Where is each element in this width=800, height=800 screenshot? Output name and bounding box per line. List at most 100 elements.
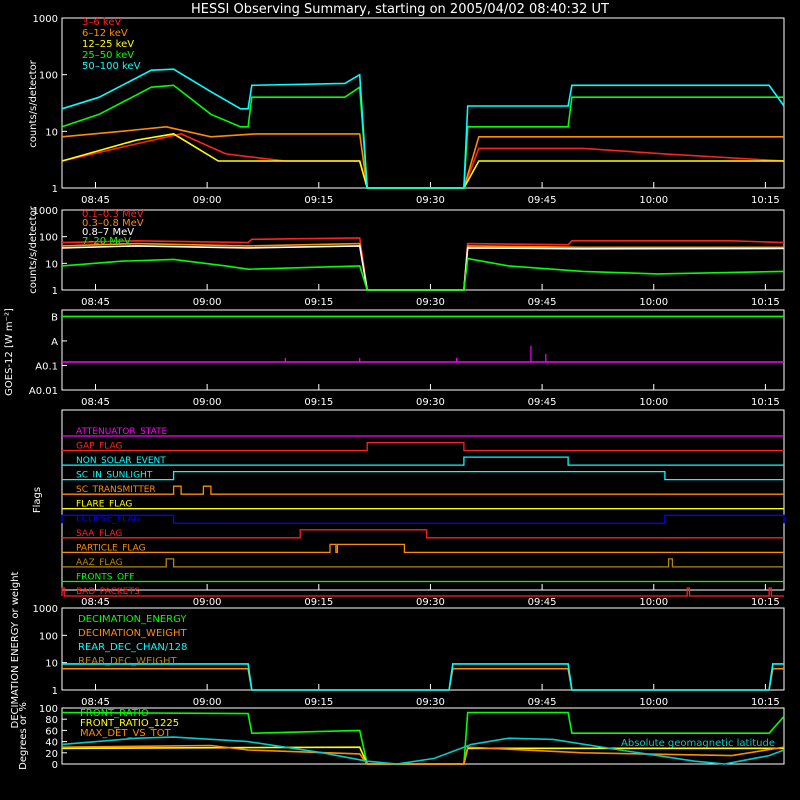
panel-2: 1 10 100 1000 08:45 09:00 09:15 09:30 09:45 10:00… [28,205,785,308]
flag-label: ECLIPSE_FLAG [76,514,140,524]
series-line [61,242,784,291]
x-tick-label: 08:45 [81,297,110,308]
x-tick-label: 08:45 [81,697,110,708]
y-tick-label: A0.01 [29,386,58,397]
flag-label: SAA_FLAG [76,529,122,539]
series-line [61,245,785,291]
series-line [62,663,784,691]
series-line [61,257,785,291]
flag-label: NON_SOLAR_EVENT [76,456,166,466]
flag-label: GAP_FLAG [76,442,122,452]
legend-entry: 7–20 MeV [82,236,131,247]
plot-frame [61,209,785,291]
x-tick-label: 09:45 [528,297,557,308]
flag-line [62,470,784,481]
y-tick-label: 60 [45,726,58,737]
x-tick-label: 09:15 [304,195,333,206]
series-line [61,744,785,765]
y-tick-label: 1 [52,184,58,195]
series-line [62,667,784,691]
panel-3: A0.01 A0.1 A B 08:45 09:00 09:15 09:30 09:45 10:0… [4,308,785,408]
series-line [61,125,784,189]
x-tick-label: 09:45 [528,597,557,608]
x-tick-label: 10:15 [751,597,780,608]
flag-line [62,456,784,466]
flag-line [62,558,784,568]
x-tick-label: 09:30 [416,697,445,708]
y-tick-label: A0.1 [35,361,58,372]
series-line [61,68,785,189]
y-axis-label: GOES-12 [W m⁻²] [4,308,15,396]
x-tick-label: 08:45 [81,597,110,608]
y-axis-label: Degrees or % [18,702,29,770]
legend-entry: 0.3–0.8 MeV [82,218,144,229]
legend-entry: REAR_DEC_WEIGHT [78,656,177,667]
x-tick-label: 10:00 [639,697,668,708]
series-line [61,84,784,189]
y-axis-label: DECIMATION ENERGY or weight [10,571,21,728]
x-tick-label: 09:00 [193,195,222,206]
y-tick-label: 100 [39,233,58,244]
x-tick-label: 10:00 [639,195,668,206]
legend-entry: DECIMATION_WEIGHT [78,628,187,639]
y-axis-label: counts/s/detector [28,59,39,147]
flag-line [62,543,784,554]
flag-label: BAD_PACKETS [76,587,140,597]
y-tick-label: 10 [45,259,58,270]
x-tick-label: 09:00 [193,597,222,608]
x-tick-label: 09:30 [416,597,445,608]
plot-frame [61,309,785,391]
flag-label: AAZ_FLAG [76,558,123,568]
flag-label: FRONTS_OFF [76,572,134,582]
x-tick-label: 10:00 [639,597,668,608]
y-tick-label: 1 [52,686,58,697]
series-line [61,736,785,765]
y-tick-label: 100 [39,704,58,715]
y-tick-label: 10 [45,127,58,138]
x-tick-label: 08:45 [81,195,110,206]
y-tick-label: 1000 [33,206,58,217]
y-axis-label: Flags [32,487,43,513]
legend-entry: 3–6 keV [82,17,121,28]
y-tick-label: A [51,337,58,348]
x-tick-label: 08:45 [81,397,110,408]
y-tick-label: 1 [52,286,58,297]
x-tick-label: 09:15 [304,397,333,408]
legend-entry: Absolute geomagnetic latitude [621,738,775,749]
panel-1: 1 10 100 1000 08:45 09:00 09:15 09:30 09:45 10:00… [28,14,785,206]
y-tick-label: 20 [45,749,58,760]
legend-entry: 6–12 keV [82,28,128,39]
x-tick-label: 10:15 [751,195,780,206]
x-tick-label: 09:00 [193,397,222,408]
y-tick-label: 1000 [33,14,58,25]
y-tick-label: 80 [45,715,58,726]
flag-line [62,441,784,452]
panel-4: 08:45 09:00 09:15 09:30 09:45 10:00 10:15 Flags… [32,409,785,608]
flag-label: SC_IN_SUNLIGHT [76,471,153,481]
series-line [61,133,784,189]
legend-entry: REAR_DEC_CHAN/128 [78,642,187,653]
legend-entry: 0.8–7 MeV [82,227,134,238]
y-tick-label: 100 [39,631,58,642]
flag-line [62,485,784,495]
y-tick-label: 10 [45,659,58,670]
y-tick-label: 40 [45,738,58,749]
legend-entry: 50–100 keV [82,61,141,72]
x-tick-label: 09:30 [416,297,445,308]
flag-line [61,587,784,597]
x-tick-label: 09:00 [193,697,222,708]
plot-frame [61,17,785,189]
y-tick-label: 1000 [33,604,58,615]
flag-label: SC_TRANSMITTER [76,485,156,495]
y-tick-label: B [51,312,58,323]
figure-title: HESSI Observing Summary, starting on 200… [191,2,609,17]
legend-entry: 0.1–0.3 MeV [82,209,144,220]
y-tick-label: 100 [39,71,58,82]
x-tick-label: 09:15 [304,697,333,708]
x-tick-label: 09:30 [416,195,445,206]
flag-line [62,529,784,539]
y-tick-label: 0 [52,760,58,771]
legend-entry: DECIMATION_ENERGY [78,614,187,625]
